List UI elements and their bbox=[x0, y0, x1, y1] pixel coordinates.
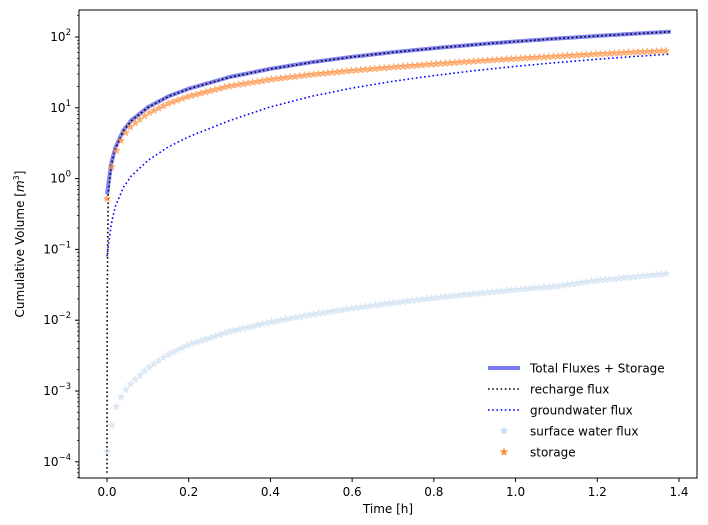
series-groundwater-flux bbox=[106, 53, 671, 257]
plot-area bbox=[102, 29, 671, 473]
series-storage bbox=[102, 46, 671, 203]
x-tick-label: 0.4 bbox=[261, 485, 280, 499]
legend-label: Total Fluxes + Storage bbox=[529, 362, 665, 376]
x-axis: 0.0 0.2 0.4 0.6 0.8 1.0 1.2 1.4 bbox=[97, 478, 689, 499]
x-tick-label: 1.0 bbox=[506, 485, 525, 499]
y-tick-label: 10−2 bbox=[43, 311, 71, 327]
x-tick-label: 0.0 bbox=[97, 485, 116, 499]
x-tick-label: 0.8 bbox=[424, 485, 443, 499]
series-surface-water-flux bbox=[102, 268, 671, 456]
y-tick-label: 100 bbox=[50, 170, 71, 186]
legend-label: surface water flux bbox=[530, 425, 638, 439]
legend: Total Fluxes + Storage recharge flux groun… bbox=[488, 362, 665, 460]
series-recharge-flux bbox=[106, 30, 671, 473]
x-tick-label: 1.4 bbox=[669, 485, 688, 499]
axes-frame bbox=[78, 9, 698, 479]
legend-item: recharge flux bbox=[488, 383, 609, 397]
legend-item: surface water flux bbox=[499, 425, 638, 439]
x-tick-label: 0.2 bbox=[179, 485, 198, 499]
y-tick-label: 10−4 bbox=[43, 453, 71, 469]
y-tick-label: 10−1 bbox=[43, 240, 71, 256]
x-axis-label: Time [h] bbox=[362, 502, 413, 516]
legend-label: storage bbox=[530, 446, 576, 460]
legend-label: recharge flux bbox=[530, 383, 609, 397]
legend-item: Total Fluxes + Storage bbox=[488, 362, 665, 376]
legend-item: groundwater flux bbox=[488, 404, 633, 418]
y-axis-label: Cumulative Volume [m3] bbox=[12, 171, 27, 318]
y-tick-label: 101 bbox=[50, 99, 71, 115]
y-axis: 10−4 10−3 10−2 10−1 100 101 102 bbox=[43, 15, 79, 478]
y-tick-label: 10−3 bbox=[43, 382, 71, 398]
legend-label: groundwater flux bbox=[530, 404, 633, 418]
series-total-fluxes-storage bbox=[105, 29, 671, 195]
x-tick-label: 0.6 bbox=[343, 485, 362, 499]
x-tick-label: 1.2 bbox=[588, 485, 607, 499]
y-tick-label: 102 bbox=[50, 28, 71, 44]
legend-item: storage bbox=[499, 446, 576, 460]
